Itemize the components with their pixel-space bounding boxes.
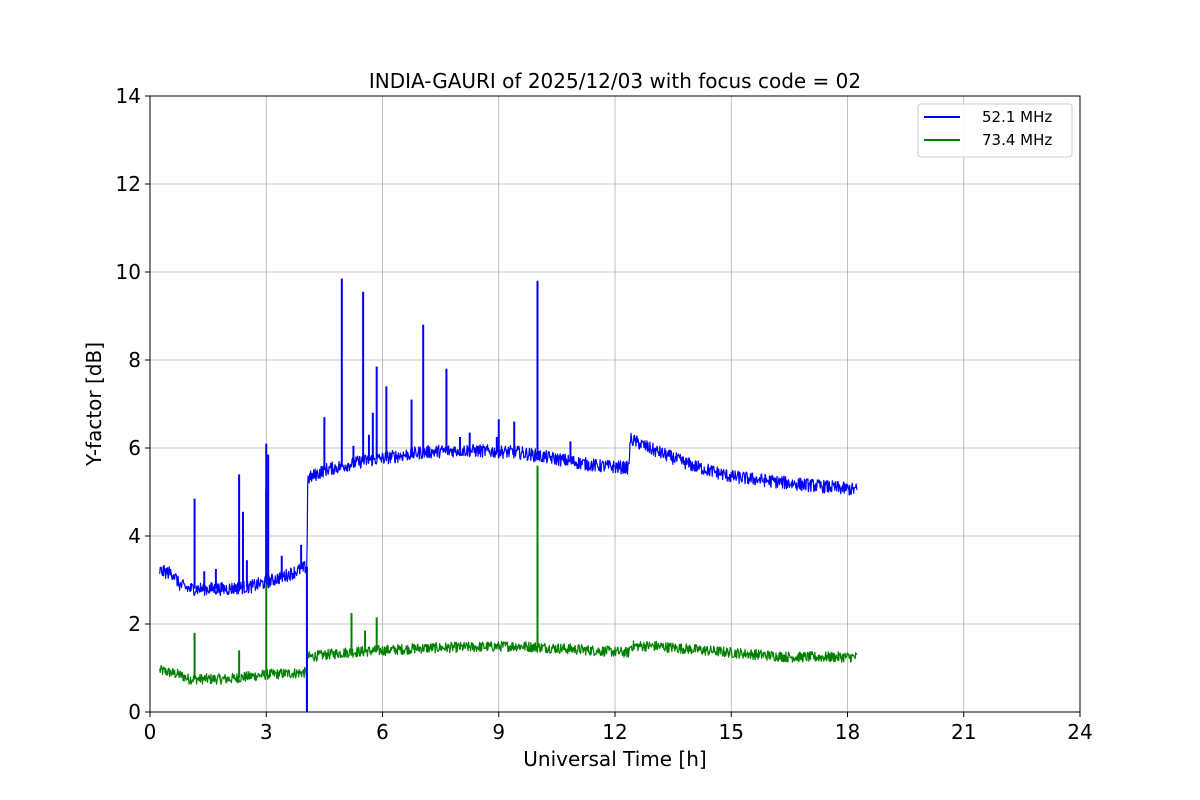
chart-title: INDIA-GAURI of 2025/12/03 with focus cod… [369, 69, 861, 93]
x-tick-label: 9 [492, 720, 505, 744]
series-layer [159, 278, 858, 712]
series-line-73-4-mhz [159, 640, 858, 685]
y-tick-label: 4 [128, 524, 141, 548]
legend-label-52-1-mhz: 52.1 MHz [982, 108, 1052, 126]
x-tick-label: 0 [144, 720, 157, 744]
y-tick-label: 10 [116, 260, 141, 284]
x-tick-label: 24 [1067, 720, 1092, 744]
x-tick-label: 6 [376, 720, 389, 744]
y-tick-label: 2 [128, 612, 141, 636]
y-tick-label: 12 [116, 172, 141, 196]
legend: 52.1 MHz 73.4 MHz [917, 103, 1073, 158]
x-tick-label: 12 [602, 720, 627, 744]
series-52-1-mhz [159, 278, 858, 712]
series-line-52-1-mhz [159, 432, 858, 596]
x-tick-label: 15 [719, 720, 744, 744]
x-tick-label: 21 [951, 720, 976, 744]
x-tick-label: 3 [260, 720, 273, 744]
y-tick-label: 14 [116, 84, 141, 108]
legend-label-73-4-mhz: 73.4 MHz [982, 131, 1052, 149]
y-axis-label: Y-factor [dB] [82, 342, 106, 467]
y-tick-label: 6 [128, 436, 141, 460]
x-axis-label: Universal Time [h] [523, 747, 706, 771]
y-tick-label: 0 [128, 700, 141, 724]
y-tick-label: 8 [128, 348, 141, 372]
x-tick-label: 18 [835, 720, 860, 744]
